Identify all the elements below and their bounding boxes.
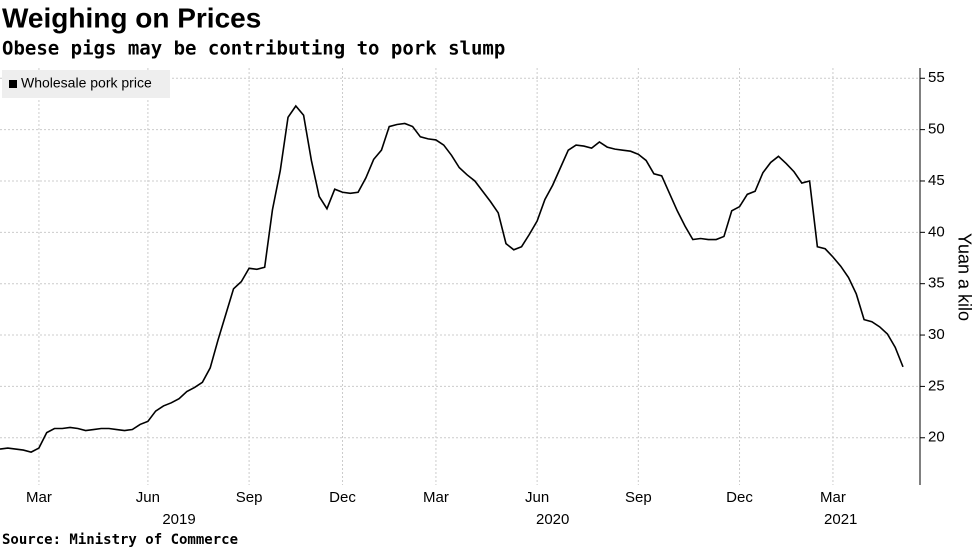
x-year-label: 2019 xyxy=(162,511,195,528)
x-tick-label: Jun xyxy=(525,489,549,506)
x-tick-label: Mar xyxy=(26,489,52,506)
x-tick-label: Sep xyxy=(236,489,263,506)
legend-swatch xyxy=(9,80,17,88)
y-tick-label: 55 xyxy=(928,69,945,86)
legend-label: Wholesale pork price xyxy=(21,75,152,91)
legend-background xyxy=(2,70,170,98)
y-tick-label: 45 xyxy=(928,172,945,189)
x-year-label: 2020 xyxy=(536,511,569,528)
y-tick-label: 50 xyxy=(928,121,945,138)
x-tick-label: Dec xyxy=(329,489,356,506)
chart-subtitle: Obese pigs may be contributing to pork s… xyxy=(2,38,505,60)
x-tick-label: Jun xyxy=(136,489,160,506)
chart-title: Weighing on Prices xyxy=(2,2,261,33)
x-year-label: 2021 xyxy=(824,511,857,528)
x-tick-label: Mar xyxy=(820,489,846,506)
y-tick-label: 20 xyxy=(928,429,945,446)
x-tick-label: Mar xyxy=(423,489,449,506)
source: Source: Ministry of Commerce xyxy=(2,532,238,548)
y-tick-label: 30 xyxy=(928,326,945,343)
y-tick-label: 40 xyxy=(928,223,945,240)
y-axis-label: Yuan a kilo xyxy=(954,233,974,321)
x-tick-label: Dec xyxy=(726,489,753,506)
y-tick-label: 35 xyxy=(928,275,945,292)
y-tick-label: 25 xyxy=(928,377,945,394)
x-tick-label: Sep xyxy=(625,489,652,506)
data-line xyxy=(0,104,904,453)
